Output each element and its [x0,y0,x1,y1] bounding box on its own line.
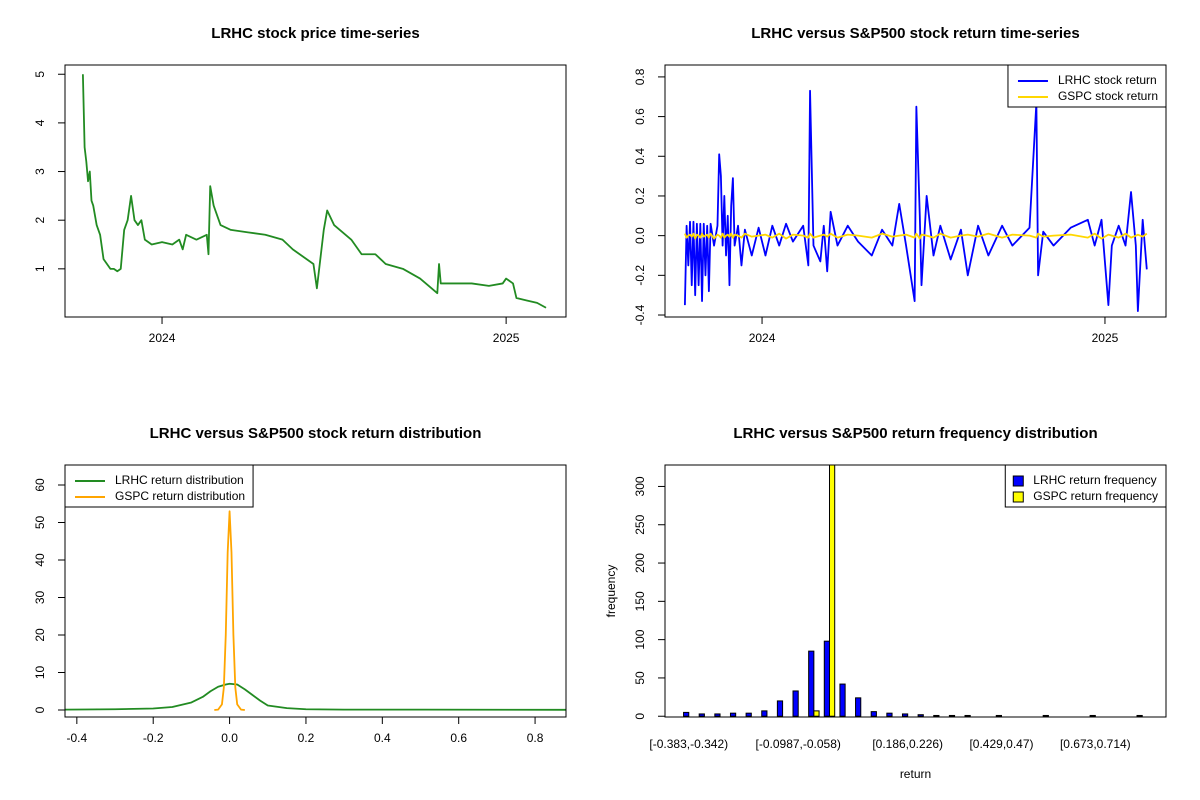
legend-label: GSPC stock return [1058,89,1158,103]
bar [839,683,846,717]
series-line [81,74,547,309]
x-tick-label: 2024 [149,331,176,345]
bar [933,714,940,717]
x-tick-label: 0.6 [450,731,467,745]
legend-label: GSPC return distribution [115,489,245,503]
x-tick-label: 0.4 [374,731,391,745]
y-tick-label: 40 [33,553,47,567]
series-line [65,682,566,711]
y-tick-label: 0.2 [633,187,647,204]
series-line [683,89,1148,312]
bar [917,714,924,717]
bar [901,713,909,717]
legend-label: LRHC stock return [1058,73,1157,87]
plot-frame [664,64,1167,318]
legend-label: GSPC return frequency [1033,489,1158,503]
y-tick-label: 3 [33,168,47,175]
chart-title: LRHC versus S&P500 return frequency dist… [733,425,1097,442]
bar [1042,714,1049,717]
series-line [684,232,1148,240]
bar [948,714,956,717]
y-tick-label: 0.6 [633,108,647,125]
x-tick-label: 0.8 [527,731,544,745]
y-tick-label: 50 [33,515,47,529]
bar [1136,714,1143,717]
plot-frame [664,464,1167,718]
bar [870,711,877,717]
bar [683,711,690,717]
chart-title: LRHC stock price time-series [211,25,419,42]
y-tick-label: 0.4 [633,148,647,165]
y-tick-label: 150 [633,591,647,611]
bar [964,714,971,717]
bar [813,710,820,717]
legend-label: LRHC return frequency [1033,473,1156,487]
x-tick-label: 2025 [493,331,520,345]
chart-title: LRHC versus S&P500 stock return time-ser… [751,25,1079,42]
y-tick-label: 0 [33,706,47,713]
y-tick-label: 30 [33,590,47,604]
y-tick-label: 200 [633,553,647,573]
bar [855,697,862,717]
y-tick-label: 60 [33,478,47,492]
x-axis-label: return [900,767,931,781]
x-category-label: [0.673,0.714) [1060,737,1131,751]
x-tick-label: -0.4 [66,731,87,745]
y-tick-label: 4 [33,119,47,126]
bar [828,465,836,717]
bar [776,700,784,717]
y-tick-label: 10 [33,665,47,679]
y-tick-label: 2 [33,217,47,224]
legend-swatch [1012,475,1024,487]
plot-frame [64,64,567,318]
legend-box [64,464,254,508]
y-tick-label: 0 [633,713,647,720]
plot-frame [64,464,567,718]
bar [714,713,721,717]
bar [823,640,830,717]
y-axis-label: frequency [604,565,618,618]
bar [792,690,799,717]
bar [1089,714,1096,717]
y-tick-label: 0.8 [633,68,647,85]
chart-title: LRHC versus S&P500 stock return distribu… [150,425,482,442]
bar [698,713,705,717]
y-tick-label: 1 [33,265,47,272]
x-category-label: [0.429,0.47) [969,737,1033,751]
x-tick-label: 2024 [749,331,776,345]
y-tick-label: -0.2 [633,265,647,286]
x-tick-label: -0.2 [143,731,164,745]
x-category-label: [-0.0987,-0.058) [756,737,841,751]
x-tick-label: 2025 [1092,331,1119,345]
bar [761,710,768,717]
bar [886,712,893,717]
series-line [214,510,245,711]
y-tick-label: 0.0 [633,227,647,244]
x-tick-label: 0.2 [298,731,315,745]
bar [745,712,752,717]
bar [729,712,737,717]
bar [808,650,815,717]
y-tick-label: -0.4 [633,304,647,325]
x-category-label: [-0.383,-0.342) [649,737,728,751]
x-tick-label: 0.0 [221,731,238,745]
legend-box [1007,64,1167,108]
y-tick-label: 100 [633,629,647,649]
legend-label: LRHC return distribution [115,473,244,487]
legend-box [1004,464,1167,508]
y-tick-label: 5 [33,71,47,78]
y-tick-label: 250 [633,514,647,534]
x-category-label: [0.186,0.226) [872,737,943,751]
legend-swatch [1012,491,1024,503]
y-tick-label: 300 [633,476,647,496]
y-tick-label: 50 [633,671,647,685]
bar [995,714,1003,717]
y-tick-label: 20 [33,628,47,642]
